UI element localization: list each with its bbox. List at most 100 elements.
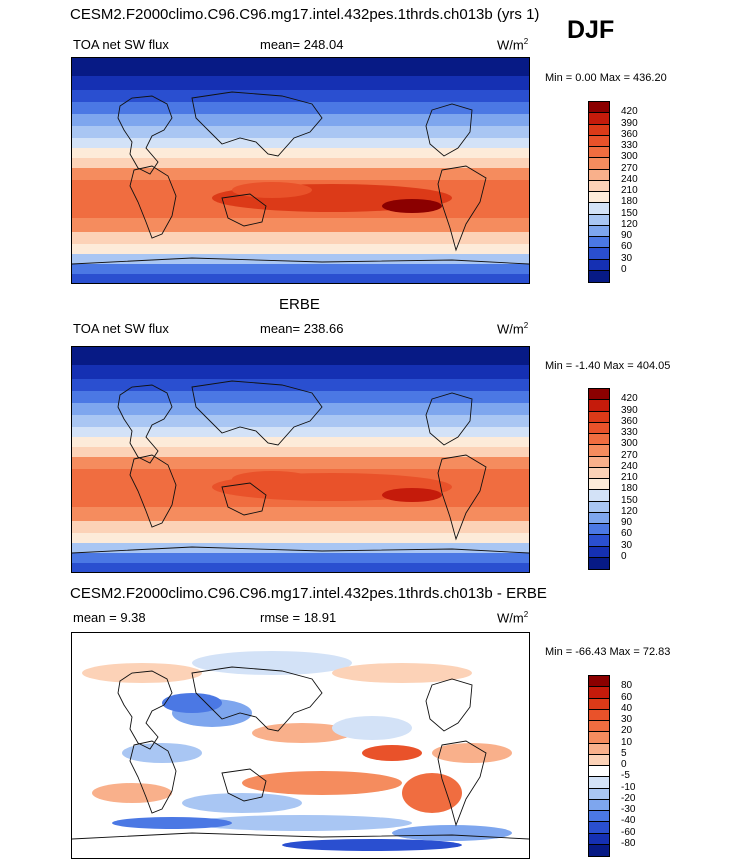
coastline xyxy=(191,91,323,157)
coastline xyxy=(117,670,173,750)
colorbar-tick-label: 330 xyxy=(621,427,638,438)
colorbar-swatch xyxy=(589,788,609,800)
field-band xyxy=(72,264,529,274)
panel3-map xyxy=(71,632,530,859)
field-anomaly xyxy=(432,743,512,763)
field-band xyxy=(72,254,529,264)
colorbar-swatch xyxy=(589,811,609,823)
coastline xyxy=(129,165,177,239)
field-band xyxy=(72,415,529,427)
field-anomaly xyxy=(82,663,202,683)
field-band xyxy=(72,114,529,126)
panel1-variable-label: TOA net SW flux xyxy=(73,37,169,52)
colorbar-swatch xyxy=(589,102,609,114)
field-band xyxy=(72,507,529,521)
season-label: DJF xyxy=(567,16,615,44)
colorbar-tick-label: 390 xyxy=(621,117,638,129)
colorbar-tick-label: 240 xyxy=(621,460,638,472)
colorbar-swatch xyxy=(589,557,609,569)
colorbar-swatch xyxy=(589,248,609,260)
field-anomaly xyxy=(182,793,302,813)
colorbar-swatch xyxy=(589,687,609,699)
field-anomaly xyxy=(242,771,402,795)
colorbar-tick-label: -60 xyxy=(621,826,636,838)
colorbar-tick-label: 180 xyxy=(621,483,638,495)
field-band xyxy=(72,274,529,283)
coastline xyxy=(437,454,487,541)
field-anomaly xyxy=(362,745,422,761)
field-band xyxy=(72,403,529,415)
colorbar-tick-label: -20 xyxy=(621,792,636,804)
colorbar-swatch xyxy=(589,743,609,755)
colorbar-swatch xyxy=(589,709,609,721)
coastline xyxy=(437,740,487,827)
coastline xyxy=(191,380,323,446)
colorbar-tick-label: 210 xyxy=(621,185,638,196)
field-band xyxy=(72,58,529,76)
panel2-variable-label: TOA net SW flux xyxy=(73,321,169,336)
colorbar-tick-label: 0 xyxy=(621,759,627,770)
colorbar-swatch xyxy=(589,270,609,282)
field-anomaly xyxy=(382,199,442,213)
colorbar-swatch xyxy=(589,434,609,446)
panel3-rmse-label: rmse = 18.91 xyxy=(260,610,337,625)
field-band xyxy=(72,232,529,244)
colorbar-swatch xyxy=(589,512,609,524)
coastline xyxy=(117,384,173,464)
panel1-minmax: Min = 0.00 Max = 436.20 xyxy=(545,72,667,84)
field-anomaly xyxy=(92,783,172,803)
coastline xyxy=(72,257,529,265)
panel2-map xyxy=(71,346,530,573)
field-band xyxy=(72,347,529,365)
panel3-units: W/m2 xyxy=(497,610,529,626)
field-anomaly xyxy=(112,817,232,829)
colorbar-tick-label: 180 xyxy=(621,196,638,208)
field-anomaly xyxy=(252,723,352,743)
colorbar-tick-label: 120 xyxy=(621,218,638,230)
colorbar-swatch xyxy=(589,180,609,192)
panel1-mean-label: mean= 248.04 xyxy=(260,37,344,52)
field-band xyxy=(72,90,529,102)
field-anomaly xyxy=(232,182,312,198)
panel3-minmax: Min = -66.43 Max = 72.83 xyxy=(545,646,671,658)
colorbar-tick-label: 120 xyxy=(621,505,638,517)
colorbar-tick-label: 0 xyxy=(621,263,627,275)
colorbar-swatch xyxy=(589,400,609,412)
coastline xyxy=(117,95,173,175)
panel2-minmax: Min = -1.40 Max = 404.05 xyxy=(545,360,671,372)
colorbar-swatch xyxy=(589,214,609,226)
field-band xyxy=(72,543,529,553)
coastline xyxy=(72,546,529,554)
colorbar-swatch xyxy=(589,237,609,249)
field-anomaly xyxy=(162,693,222,713)
coastline xyxy=(221,193,267,227)
colorbar-swatch xyxy=(589,124,609,136)
colorbar-tick-label: 20 xyxy=(621,725,633,737)
field-anomaly xyxy=(232,471,312,487)
colorbar-tick-label: 90 xyxy=(621,517,633,528)
field-band xyxy=(72,521,529,533)
panel1-map xyxy=(71,57,530,284)
colorbar-tick-label: -5 xyxy=(621,770,630,782)
panel3-colorbar xyxy=(588,675,610,857)
colorbar-swatch xyxy=(589,799,609,811)
colorbar-swatch xyxy=(589,777,609,789)
colorbar-swatch xyxy=(589,411,609,423)
colorbar-tick-label: 150 xyxy=(621,207,638,219)
field-anomaly xyxy=(122,743,202,763)
colorbar-swatch xyxy=(589,732,609,744)
colorbar-tick-label: 60 xyxy=(621,241,633,253)
panel2-colorbar xyxy=(588,388,610,570)
field-band xyxy=(72,437,529,447)
panel2-mean-label: mean= 238.66 xyxy=(260,321,344,336)
coastline xyxy=(129,740,177,814)
field-band xyxy=(72,427,529,437)
colorbar-swatch xyxy=(589,467,609,479)
field-band xyxy=(72,244,529,254)
colorbar-swatch xyxy=(589,169,609,181)
colorbar-swatch xyxy=(589,147,609,159)
coastline xyxy=(191,666,323,732)
field-band xyxy=(72,563,529,572)
colorbar-tick-label: 240 xyxy=(621,173,638,185)
field-band xyxy=(72,533,529,543)
